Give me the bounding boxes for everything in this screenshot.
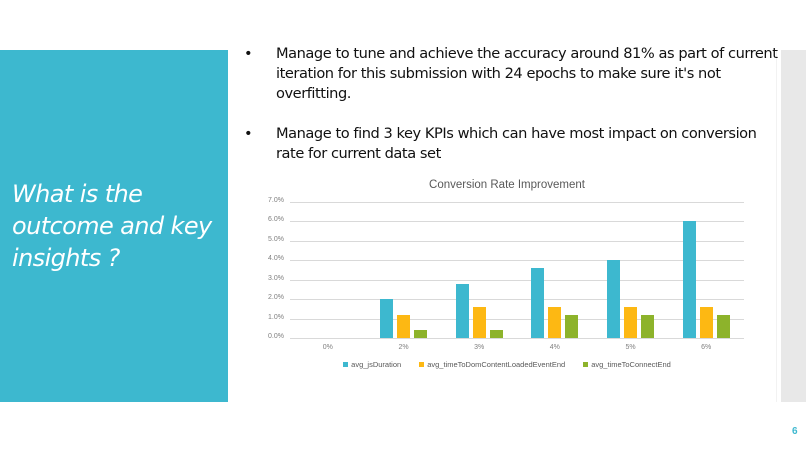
y-tick-label: 0.0%	[268, 333, 284, 340]
x-tick-label: 0%	[322, 344, 333, 351]
legend-label: avg_jsDuration	[351, 360, 402, 369]
divider	[776, 50, 777, 402]
bar-avg_timeToDomContentLoadedEventEnd	[699, 306, 713, 338]
bar-avg_timeToDomContentLoadedEventEnd	[548, 306, 562, 338]
x-tick-label: 2%	[398, 344, 409, 351]
bar-avg_jsDuration	[455, 283, 469, 338]
y-tick-label: 7.0%	[268, 197, 284, 204]
bar-avg_jsDuration	[531, 268, 545, 338]
y-tick-label: 6.0%	[268, 216, 284, 224]
bullet-item: • Manage to find 3 key KPIs which can hav…	[244, 124, 779, 164]
gridline	[290, 338, 744, 339]
bar-avg_timeToConnectEnd	[641, 314, 654, 338]
chart-legend: avg_jsDuration avg_timeToDomContentLoaded…	[250, 360, 764, 369]
gridline	[290, 299, 744, 301]
y-tick-label: 5.0%	[268, 235, 284, 243]
gridline	[290, 279, 744, 281]
bar-avg_timeToDomContentLoadedEventEnd	[397, 314, 410, 338]
gridline	[290, 318, 744, 320]
bullet-text: Manage to tune and achieve the accuracy …	[276, 45, 778, 102]
bar-avg_jsDuration	[380, 299, 393, 338]
bar-avg_jsDuration	[607, 260, 620, 338]
y-tick-label: 1.0%	[268, 313, 284, 321]
bar-avg_timeToDomContentLoadedEventEnd	[624, 306, 637, 338]
y-tick-label: 4.0%	[268, 255, 284, 263]
bar-avg_timeToConnectEnd	[716, 314, 730, 338]
legend-label: avg_timeToConnectEnd	[591, 360, 671, 369]
x-tick-label: 6%	[701, 344, 712, 351]
page-number: 6	[792, 426, 798, 437]
title-panel: What is the outcome and key insights ?	[0, 50, 228, 402]
slide-title: What is the outcome and key insights ?	[12, 180, 212, 272]
legend-swatch-icon	[343, 362, 349, 367]
plot-area	[290, 202, 744, 339]
gridline	[290, 260, 744, 262]
bar-avg_timeToDomContentLoadedEventEnd	[472, 306, 486, 338]
gridline	[290, 240, 744, 242]
gridline	[290, 202, 744, 203]
gridline	[290, 221, 744, 223]
bullet-list: • Manage to tune and achieve the accuracy…	[244, 44, 779, 184]
chart-title: Conversion Rate Improvement	[429, 179, 585, 191]
y-tick-label: 3.0%	[268, 274, 284, 282]
legend-swatch-icon	[583, 362, 589, 367]
bullet-icon: •	[244, 125, 253, 142]
x-tick-label: 3%	[474, 344, 485, 351]
x-tick-label: 4%	[549, 344, 560, 351]
legend-label: avg_timeToDomContentLoadedEventEnd	[427, 360, 566, 369]
side-strip	[781, 50, 806, 402]
y-tick-label: 2.0%	[268, 294, 284, 302]
legend-item: avg_jsDuration	[343, 360, 401, 369]
bullet-text: Manage to find 3 key KPIs which can have…	[276, 125, 757, 162]
bar-avg_timeToConnectEnd	[414, 330, 427, 338]
x-tick-label: 5%	[625, 344, 636, 351]
bar-avg_timeToConnectEnd	[565, 314, 579, 338]
bar-avg_jsDuration	[682, 221, 696, 338]
legend-item: avg_timeToDomContentLoadedEventEnd	[419, 360, 565, 369]
bar-avg_timeToConnectEnd	[489, 330, 503, 338]
bullet-icon: •	[244, 45, 253, 62]
legend-item: avg_timeToConnectEnd	[583, 360, 671, 369]
legend-swatch-icon	[419, 362, 425, 367]
bullet-item: • Manage to tune and achieve the accuracy…	[244, 44, 779, 104]
